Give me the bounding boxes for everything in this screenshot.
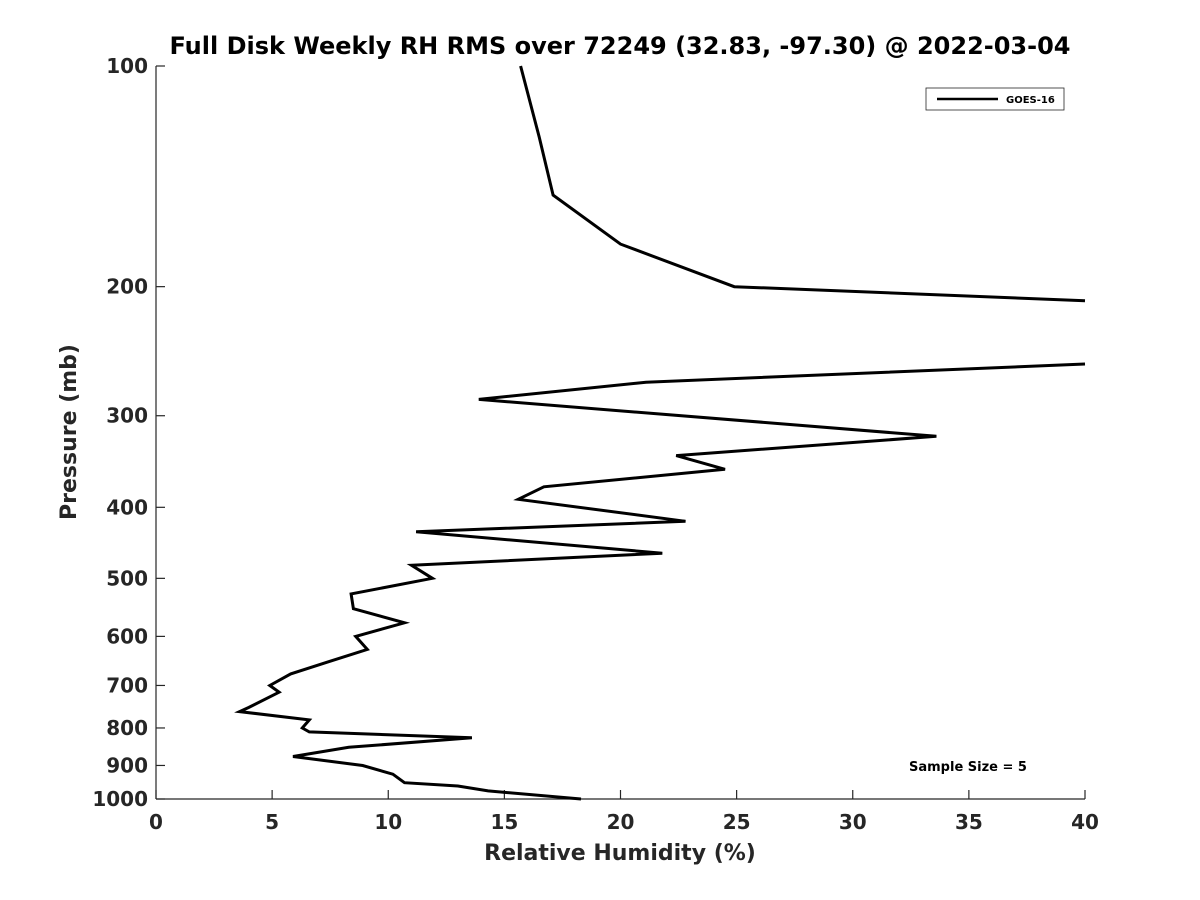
sample-size-annotation: Sample Size = 5 xyxy=(909,760,1027,775)
x-tick-label: 0 xyxy=(149,810,163,834)
y-axis-label: Pressure (mb) xyxy=(57,344,82,520)
x-tick-label: 30 xyxy=(839,810,867,834)
x-axis-ticks: 0 5 10 15 20 25 30 35 40 xyxy=(149,790,1099,834)
series-line xyxy=(234,65,1086,801)
x-tick-label: 5 xyxy=(265,810,279,834)
y-axis-ticks: 100 200 300 400 500 600 700 800 900 1000 xyxy=(92,54,165,811)
x-tick-label: 20 xyxy=(607,810,635,834)
y-tick-label: 100 xyxy=(106,54,148,78)
y-tick-label: 800 xyxy=(106,716,148,740)
x-tick-label: 15 xyxy=(490,810,518,834)
y-tick-label: 1000 xyxy=(92,787,148,811)
x-axis-label: Relative Humidity (%) xyxy=(484,841,756,866)
y-tick-label: 200 xyxy=(106,275,148,299)
y-tick-label: 400 xyxy=(106,495,148,519)
series-layer xyxy=(234,65,1086,801)
y-tick-label: 600 xyxy=(106,624,148,648)
plot-area xyxy=(155,66,1085,800)
y-tick-label: 300 xyxy=(106,404,148,428)
chart-title: Full Disk Weekly RH RMS over 72249 (32.8… xyxy=(169,32,1070,60)
y-tick-label: 900 xyxy=(106,753,148,777)
x-tick-label: 10 xyxy=(374,810,402,834)
x-tick-label: 35 xyxy=(955,810,983,834)
legend: GOES-16 xyxy=(925,87,1065,111)
x-tick-label: 40 xyxy=(1071,810,1099,834)
x-tick-label: 25 xyxy=(723,810,751,834)
y-tick-label: 500 xyxy=(106,566,148,590)
legend-label: GOES-16 xyxy=(1006,95,1055,106)
y-tick-label: 700 xyxy=(106,673,148,697)
